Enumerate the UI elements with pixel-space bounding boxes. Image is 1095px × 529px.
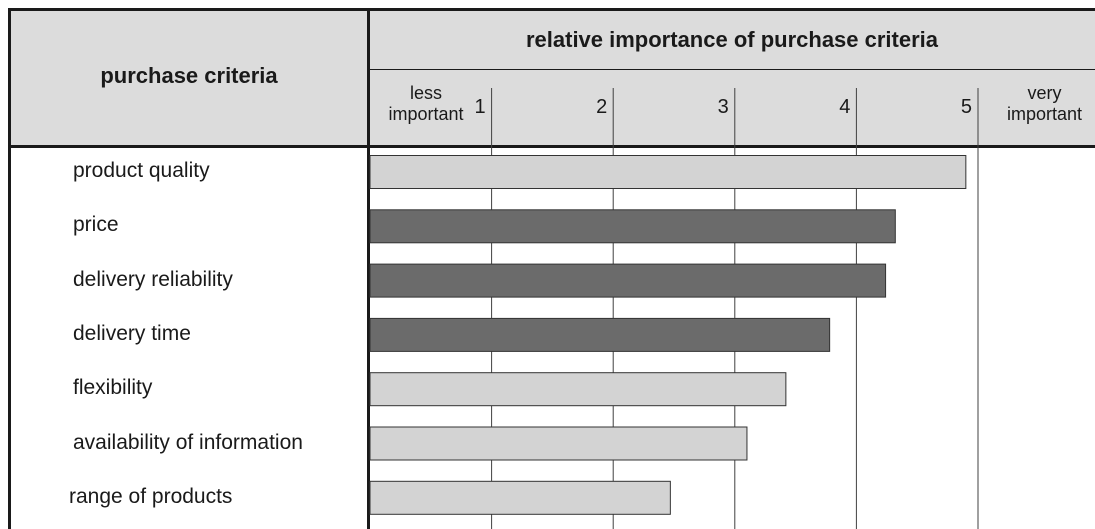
scale-high-end-label: very important bbox=[994, 83, 1095, 125]
x-tick-label-5: 5 bbox=[961, 96, 972, 118]
scale-high-end-line2: important bbox=[1006, 104, 1083, 124]
bar-flexibility bbox=[369, 372, 787, 407]
criteria-label-range-of-products: range of products bbox=[69, 484, 233, 508]
x-tick-label-3: 3 bbox=[718, 96, 729, 118]
header-bottom-border bbox=[10, 145, 1095, 148]
bar-range-of-products bbox=[369, 480, 671, 515]
header-inner-divider bbox=[369, 69, 1095, 70]
scale-low-end-line2: important bbox=[388, 104, 464, 124]
importance-title-cell bbox=[369, 10, 1095, 69]
top-border bbox=[10, 8, 1095, 11]
bar-delivery-time bbox=[369, 317, 831, 352]
bar-delivery-reliability bbox=[369, 263, 887, 298]
column-divider bbox=[367, 8, 370, 529]
criteria-label-price: price bbox=[73, 213, 119, 237]
bar-availability-of-information bbox=[369, 426, 748, 461]
importance-chart-title: relative importance of purchase criteria bbox=[525, 27, 939, 52]
criteria-label-product-quality: product quality bbox=[73, 159, 210, 182]
x-tick-label-1: 1 bbox=[474, 96, 485, 118]
criteria-label-delivery-time: delivery time bbox=[73, 321, 191, 345]
scale-low-end-line1: less bbox=[409, 83, 442, 103]
criteria-label-flexibility: flexibility bbox=[73, 376, 153, 400]
scale-high-end-line1: very bbox=[1027, 83, 1062, 103]
criteria-column-title: purchase criteria bbox=[100, 63, 278, 88]
x-tick-label-2: 2 bbox=[596, 96, 607, 118]
bar-price bbox=[369, 209, 896, 244]
criteria-label-delivery-reliability: delivery reliability bbox=[73, 267, 233, 291]
criteria-label-availability-of-information: availability of information bbox=[73, 430, 303, 454]
left-border bbox=[8, 8, 11, 529]
x-tick-label-4: 4 bbox=[839, 96, 850, 118]
scale-low-end-label: less important bbox=[378, 83, 474, 125]
criteria-header-cell bbox=[10, 10, 368, 146]
bar-product-quality bbox=[369, 155, 967, 189]
scale-header-cell bbox=[369, 70, 1095, 146]
